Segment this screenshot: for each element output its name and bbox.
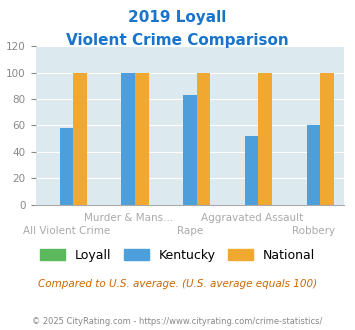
Bar (245, 136, 258, 205)
Text: Robbery: Robbery (292, 226, 335, 236)
Text: Compared to U.S. average. (U.S. average equals 100): Compared to U.S. average. (U.S. average … (38, 279, 317, 289)
Text: Murder & Mans...: Murder & Mans... (83, 213, 173, 223)
Text: Aggravated Assault: Aggravated Assault (201, 213, 303, 223)
Text: 2019 Loyall: 2019 Loyall (128, 10, 227, 25)
Text: Rape: Rape (177, 226, 203, 236)
Legend: Loyall, Kentucky, National: Loyall, Kentucky, National (35, 244, 320, 267)
Bar (197, 73, 210, 205)
Bar (307, 125, 320, 205)
Text: All Violent Crime: All Violent Crime (23, 226, 110, 236)
Bar (183, 95, 197, 205)
Bar (73, 73, 87, 205)
Bar (135, 73, 148, 205)
Bar (60, 128, 73, 205)
Bar (121, 73, 135, 205)
Text: © 2025 CityRating.com - https://www.cityrating.com/crime-statistics/: © 2025 CityRating.com - https://www.city… (32, 317, 323, 326)
Text: Violent Crime Comparison: Violent Crime Comparison (66, 33, 289, 48)
Bar (320, 73, 334, 205)
Bar (258, 73, 272, 205)
